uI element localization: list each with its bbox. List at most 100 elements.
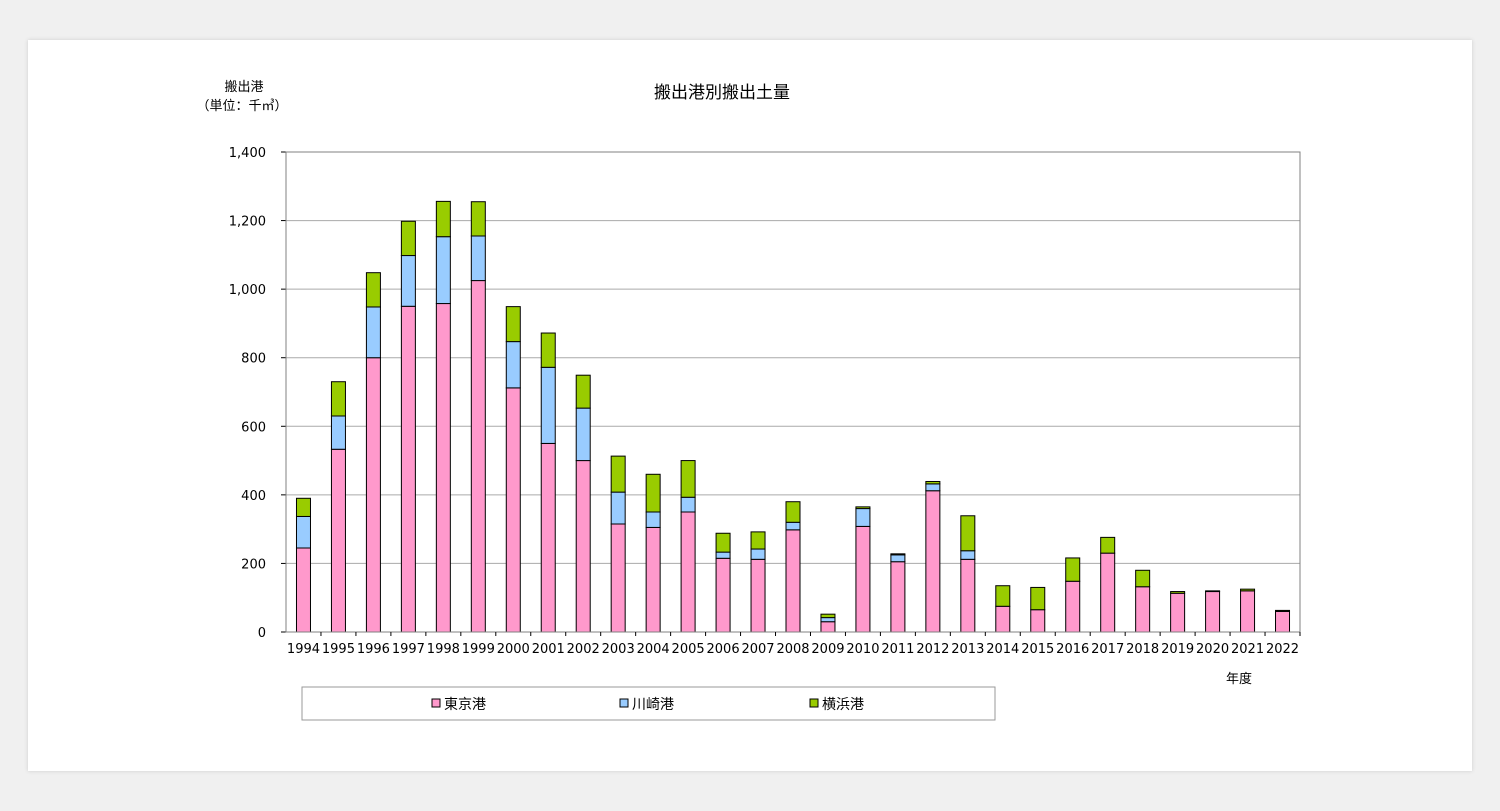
bar-2013-series-0 xyxy=(960,558,976,633)
x-tick-label-2006: 2006 xyxy=(707,642,740,657)
stacked-bar-chart: 搬出港別搬出土量 搬出港 （単位：千㎥） 年度 0 200 400 600 800 1,0… xyxy=(196,80,1301,721)
bar-2003-series-0 xyxy=(610,523,626,633)
y-tick-label-1200: 1,200 xyxy=(229,215,266,230)
x-tick-label-2016: 2016 xyxy=(1056,642,1089,657)
axes xyxy=(281,151,1301,636)
bar-2006-series-0 xyxy=(715,557,731,633)
bar-2021-series-2 xyxy=(1240,588,1256,592)
bar-2010-series-0 xyxy=(855,525,871,633)
x-tick-label-1995: 1995 xyxy=(322,642,355,657)
bar-2017-series-2 xyxy=(1100,536,1116,554)
bar-2003-series-2 xyxy=(610,455,626,493)
bar-2006-series-2 xyxy=(715,532,731,553)
plot-area-border xyxy=(285,151,1301,633)
x-tick-label-2020: 2020 xyxy=(1196,642,1229,657)
bar-1998-series-1 xyxy=(435,236,451,305)
x-tick-label-2014: 2014 xyxy=(986,642,1019,657)
bars xyxy=(295,200,1291,633)
legend-swatch-2 xyxy=(809,698,819,708)
bar-1996-series-0 xyxy=(365,357,381,633)
x-tick-labels: 1994 1995 1996 1997 1998 1999 2000 2001 2002 2003… xyxy=(287,642,1299,657)
bar-2010-series-1 xyxy=(855,508,871,527)
bar-2000-series-0 xyxy=(505,387,521,633)
bar-2022-series-0 xyxy=(1275,610,1291,633)
y-tick-labels: 0 200 400 600 800 1,000 1,200 1,400 xyxy=(229,146,266,641)
bar-1999-series-2 xyxy=(470,201,486,237)
bar-2018-series-2 xyxy=(1135,569,1151,588)
x-tick-label-1994: 1994 xyxy=(287,642,320,657)
bar-2014-series-2 xyxy=(995,585,1011,607)
bar-2013-series-1 xyxy=(960,550,976,560)
x-tick-label-2018: 2018 xyxy=(1126,642,1159,657)
bar-2005-series-2 xyxy=(680,460,696,498)
bar-2003-series-1 xyxy=(610,491,626,525)
legend-item-1: 川崎港 xyxy=(619,697,674,713)
x-tick-label-2017: 2017 xyxy=(1091,642,1124,657)
bar-2013-series-2 xyxy=(960,515,976,552)
bar-2009-series-1 xyxy=(820,617,836,623)
bar-1996-series-2 xyxy=(365,272,381,308)
bar-2021-series-0 xyxy=(1240,590,1256,633)
bar-2007-series-1 xyxy=(750,548,766,560)
bar-2004-series-2 xyxy=(645,473,661,513)
gridlines xyxy=(286,220,1300,564)
bar-2019-series-2 xyxy=(1170,591,1186,594)
bar-1995-series-1 xyxy=(330,415,346,450)
x-tick-label-1997: 1997 xyxy=(392,642,425,657)
bar-2012-series-2 xyxy=(925,480,941,485)
x-tick-label-2013: 2013 xyxy=(951,642,984,657)
legend-box xyxy=(301,686,996,721)
x-tick-label-2003: 2003 xyxy=(602,642,635,657)
bar-1995-series-0 xyxy=(330,448,346,633)
bar-2001-series-2 xyxy=(540,332,556,368)
bar-2011-series-2 xyxy=(890,553,906,556)
bar-1998-series-2 xyxy=(435,200,451,238)
x-tick-label-2000: 2000 xyxy=(497,642,530,657)
x-tick-label-2001: 2001 xyxy=(532,642,565,657)
bar-1999-series-1 xyxy=(470,235,486,282)
bar-2002-series-0 xyxy=(575,460,591,633)
bar-2000-series-1 xyxy=(505,341,521,389)
bar-2009-series-2 xyxy=(820,613,836,619)
bar-1998-series-0 xyxy=(435,303,451,633)
bar-2018-series-0 xyxy=(1135,586,1151,633)
bar-2002-series-1 xyxy=(575,407,591,462)
x-tick-label-1998: 1998 xyxy=(427,642,460,657)
legend-swatch-1 xyxy=(619,698,629,708)
bar-2007-series-2 xyxy=(750,531,766,550)
bar-2004-series-0 xyxy=(645,526,661,633)
bar-2012-series-1 xyxy=(925,483,941,492)
x-axis-label: 年度 xyxy=(1226,671,1252,687)
x-tick-label-2021: 2021 xyxy=(1231,642,1264,657)
bar-2005-series-0 xyxy=(680,511,696,633)
x-tick-label-2009: 2009 xyxy=(811,642,844,657)
bar-2022-series-2 xyxy=(1275,609,1291,612)
legend-label-2: 横浜港 xyxy=(822,697,864,713)
legend-label-0: 東京港 xyxy=(444,697,486,713)
bar-2011-series-1 xyxy=(890,554,906,563)
bar-2007-series-0 xyxy=(750,558,766,633)
x-tick-label-2015: 2015 xyxy=(1021,642,1054,657)
bar-2020-series-2 xyxy=(1205,590,1221,593)
bar-1999-series-0 xyxy=(470,280,486,633)
y-tick-label-1400: 1,400 xyxy=(229,146,266,161)
chart-card: 搬出港別搬出土量 搬出港 （単位：千㎥） 年度 0 200 400 600 800 1,0… xyxy=(28,40,1472,771)
bar-2009-series-0 xyxy=(820,621,836,633)
bar-1997-series-2 xyxy=(400,220,416,257)
bar-2016-series-0 xyxy=(1065,580,1081,633)
legend-item-0: 東京港 xyxy=(431,697,486,713)
bar-2002-series-2 xyxy=(575,374,591,409)
bar-2004-series-1 xyxy=(645,511,661,528)
bar-2017-series-0 xyxy=(1100,552,1116,633)
bar-1997-series-1 xyxy=(400,255,416,307)
bar-2011-series-0 xyxy=(890,561,906,633)
legend-label-1: 川崎港 xyxy=(632,697,674,713)
x-tick-label-2019: 2019 xyxy=(1161,642,1194,657)
bar-2005-series-1 xyxy=(680,496,696,513)
x-tick-label-2012: 2012 xyxy=(916,642,949,657)
bar-2000-series-2 xyxy=(505,306,521,343)
x-tick-label-1999: 1999 xyxy=(462,642,495,657)
x-tick-label-2008: 2008 xyxy=(776,642,809,657)
bar-2008-series-2 xyxy=(785,501,801,523)
x-tick-label-2002: 2002 xyxy=(567,642,600,657)
